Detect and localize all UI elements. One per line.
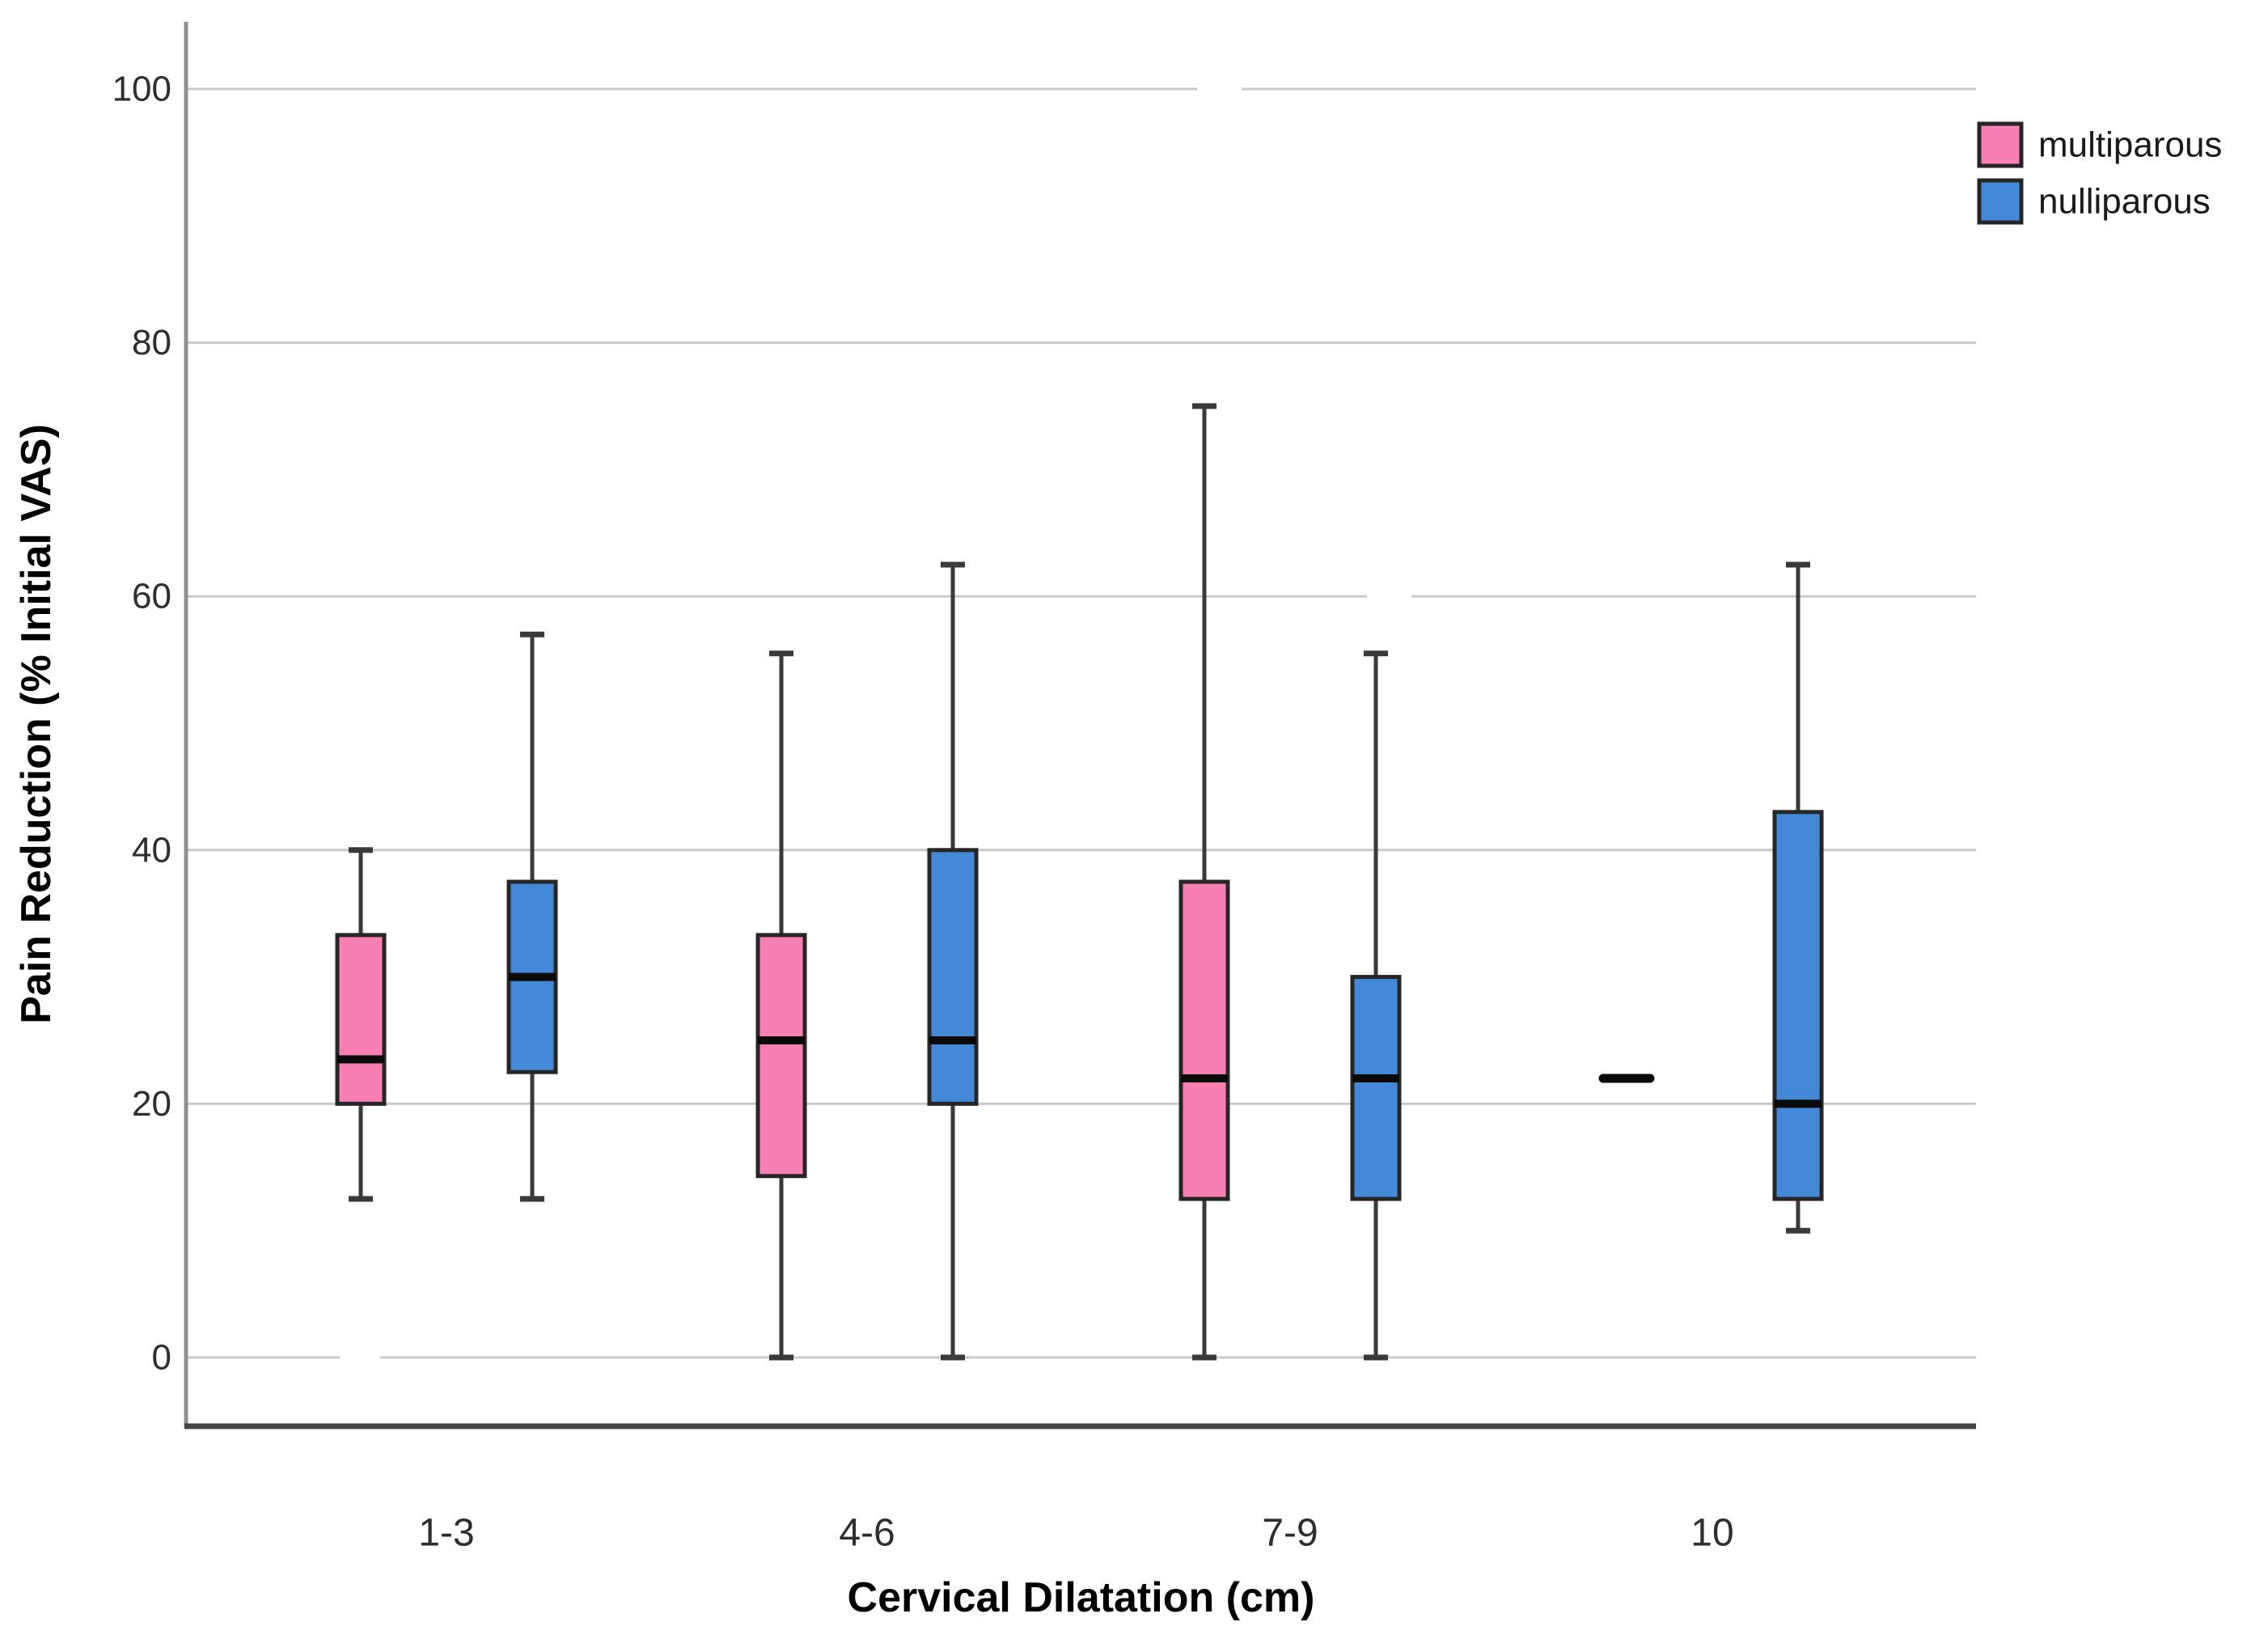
gridline-gap [1197,84,1242,94]
y-tick-label-60: 60 [132,577,171,616]
legend-label-nulliparous: nulliparous [2038,182,2211,222]
x-tick-label-7-9: 7-9 [1262,1512,1318,1555]
x-tick-label-10: 10 [1690,1512,1733,1555]
x-tick-label-1-3: 1-3 [418,1512,474,1555]
y-tick-label-100: 100 [112,70,171,109]
y-tick-label-80: 80 [132,323,171,362]
legend-swatch-nulliparous [1977,178,2024,225]
gridline-gap [340,1353,380,1362]
gridline-gap [1367,591,1411,602]
x-axis-title: Cervical Dilatation (cm) [848,1574,1315,1621]
box-nulliparous-4-6 [927,848,979,1106]
y-tick-label-0: 0 [152,1338,171,1378]
y-tick-label-40: 40 [132,830,171,870]
y-tick-label-20: 20 [132,1084,171,1124]
box-nulliparous-10 [1772,810,1824,1201]
box-multiparous-7-9 [1178,879,1230,1201]
legend-swatch-multiparous [1977,121,2024,168]
box-multiparous-4-6 [755,933,807,1179]
box-nulliparous-7-9 [1350,975,1402,1201]
legend-label-multiparous: multiparous [2038,125,2222,165]
y-axis-title: Pain Reduction (% Initial VAS) [13,424,60,1024]
box-multiparous-1-3 [335,933,387,1106]
x-tick-label-4-6: 4-6 [839,1512,895,1555]
